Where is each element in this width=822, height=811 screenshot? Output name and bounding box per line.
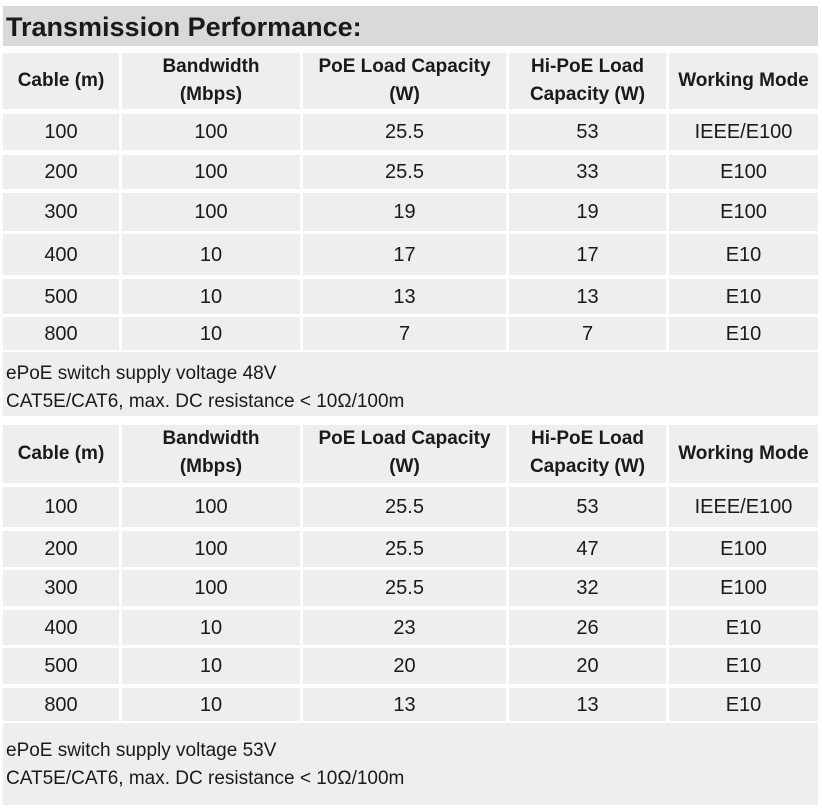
column-header: Cable (m) <box>3 53 119 109</box>
table-cell: 100 <box>122 193 300 231</box>
table-cell: 19 <box>303 193 506 231</box>
table-cell: 400 <box>3 610 119 645</box>
table-cell: 100 <box>122 487 300 527</box>
table-cell: 53 <box>509 114 666 150</box>
table-cell: 13 <box>509 688 666 721</box>
table-cell: E10 <box>669 279 818 314</box>
section-title: Transmission Performance: <box>6 12 362 42</box>
table-cell: 10 <box>122 648 300 684</box>
column-header: Bandwidth (Mbps) <box>122 425 300 483</box>
column-header: Working Mode <box>669 425 818 483</box>
section-title-bar: Transmission Performance: <box>3 6 818 46</box>
column-header: Hi-PoE Load Capacity (W) <box>509 425 666 483</box>
table-cell: 200 <box>3 531 119 567</box>
table-cell: 100 <box>3 114 119 150</box>
table-cell: 500 <box>3 279 119 314</box>
table-cell: 13 <box>303 279 506 314</box>
table-cell: 100 <box>122 155 300 189</box>
table-cell: 25.5 <box>303 570 506 606</box>
table-cell: E10 <box>669 317 818 350</box>
table-cell: 10 <box>122 234 300 275</box>
table-cell: 33 <box>509 155 666 189</box>
table-cell: IEEE/E100 <box>669 114 818 150</box>
table-cell: 500 <box>3 648 119 684</box>
column-header: PoE Load Capacity (W) <box>303 425 506 483</box>
table-cell: 25.5 <box>303 487 506 527</box>
table-notes: ePoE switch supply voltage 53V CAT5E/CAT6… <box>3 723 818 805</box>
table-cell: 32 <box>509 570 666 606</box>
table-cell: 200 <box>3 155 119 189</box>
table-cell: 20 <box>303 648 506 684</box>
table-cell: 17 <box>509 234 666 275</box>
table-cell: 800 <box>3 688 119 721</box>
column-header: Cable (m) <box>3 425 119 483</box>
table-cell: E100 <box>669 155 818 189</box>
table-cell: 26 <box>509 610 666 645</box>
note-line: CAT5E/CAT6, max. DC resistance < 10Ω/100… <box>6 391 405 412</box>
table-cell: 100 <box>3 487 119 527</box>
table-cell: 53 <box>509 487 666 527</box>
table-cell: E10 <box>669 234 818 275</box>
table-cell: 800 <box>3 317 119 350</box>
column-header: PoE Load Capacity (W) <box>303 53 506 109</box>
note-line: ePoE switch supply voltage 48V <box>6 363 277 384</box>
table-cell: 7 <box>303 317 506 350</box>
table-cell: 19 <box>509 193 666 231</box>
note-line: CAT5E/CAT6, max. DC resistance < 10Ω/100… <box>6 768 405 789</box>
table-cell: 20 <box>509 648 666 684</box>
table-cell: IEEE/E100 <box>669 487 818 527</box>
table-cell: 100 <box>122 570 300 606</box>
table-cell: E100 <box>669 570 818 606</box>
table-cell: E100 <box>669 193 818 231</box>
table-cell: 25.5 <box>303 155 506 189</box>
table-cell: 100 <box>122 114 300 150</box>
table-cell: 300 <box>3 570 119 606</box>
table-cell: E100 <box>669 531 818 567</box>
table-cell: 25.5 <box>303 114 506 150</box>
table-cell: 23 <box>303 610 506 645</box>
table-cell: 100 <box>122 531 300 567</box>
table-cell: 7 <box>509 317 666 350</box>
table-notes: ePoE switch supply voltage 48V CAT5E/CAT6… <box>3 352 818 416</box>
table-cell: 10 <box>122 317 300 350</box>
table-cell: 300 <box>3 193 119 231</box>
table-cell: 25.5 <box>303 531 506 567</box>
table-cell: 10 <box>122 610 300 645</box>
table-cell: E10 <box>669 688 818 721</box>
table-cell: 13 <box>509 279 666 314</box>
table-cell: 17 <box>303 234 506 275</box>
table-cell: 47 <box>509 531 666 567</box>
note-line: ePoE switch supply voltage 53V <box>6 740 277 761</box>
column-header: Hi-PoE Load Capacity (W) <box>509 53 666 109</box>
table-cell: 10 <box>122 688 300 721</box>
column-header: Working Mode <box>669 53 818 109</box>
table-cell: 400 <box>3 234 119 275</box>
column-header: Bandwidth (Mbps) <box>122 53 300 109</box>
table-cell: E10 <box>669 610 818 645</box>
table-cell: 10 <box>122 279 300 314</box>
table-cell: E10 <box>669 648 818 684</box>
table-cell: 13 <box>303 688 506 721</box>
